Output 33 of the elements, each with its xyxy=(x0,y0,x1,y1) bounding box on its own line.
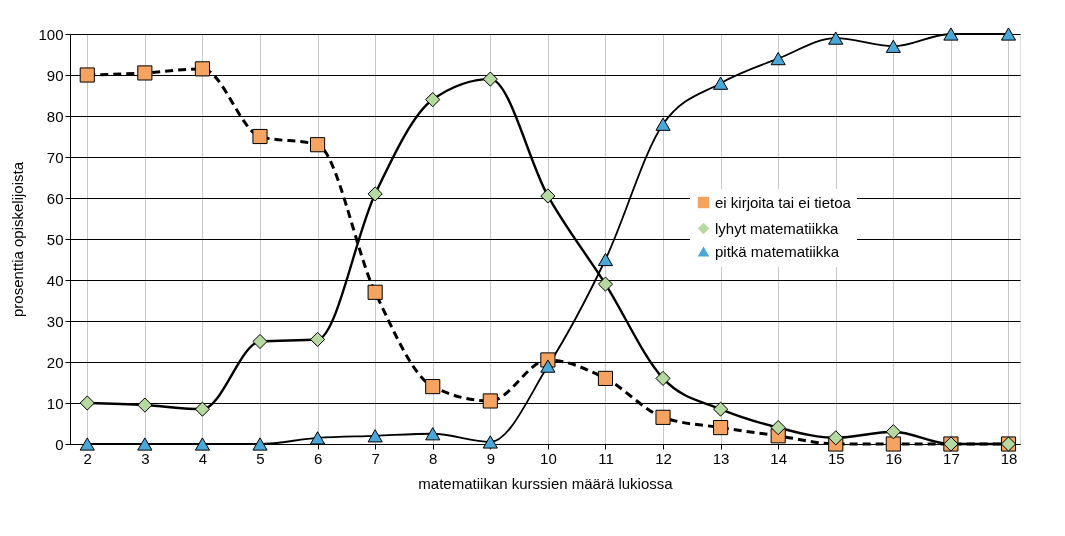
x-tick-label: 11 xyxy=(598,449,614,467)
x-tick-label: 2 xyxy=(83,449,92,467)
x-tick-label: 17 xyxy=(943,449,960,467)
legend-label: ei kirjoita tai ei tietoa xyxy=(715,193,852,211)
x-tick-label: 9 xyxy=(486,449,495,467)
y-tick-label: 30 xyxy=(46,312,64,330)
y-tick-label: 90 xyxy=(46,66,64,84)
y-tick-label: 0 xyxy=(55,435,64,453)
legend-label: lyhyt matematiikka xyxy=(715,219,840,237)
y-tick-label: 40 xyxy=(46,271,64,289)
x-tick-label: 8 xyxy=(429,449,438,467)
x-tick-label: 10 xyxy=(540,449,557,467)
x-tick-label: 12 xyxy=(655,449,672,467)
x-tick-label: 7 xyxy=(371,449,380,467)
y-tick-label: 20 xyxy=(46,353,64,371)
x-tick-label: 14 xyxy=(770,449,788,467)
legend-label: pitkä matematiikka xyxy=(715,242,840,260)
x-tick-label: 16 xyxy=(885,449,903,467)
x-axis-title: matematiikan kurssien määrä lukiossa xyxy=(418,474,674,492)
x-tick-label: 3 xyxy=(141,449,150,467)
y-tick-label: 80 xyxy=(46,107,64,125)
y-tick-label: 60 xyxy=(46,189,64,207)
x-tick-label: 6 xyxy=(313,449,323,467)
y-tick-label: 50 xyxy=(46,230,64,248)
y-tick-label: 100 xyxy=(38,25,64,43)
x-tick-label: 15 xyxy=(827,449,845,467)
x-tick-label: 5 xyxy=(256,449,265,467)
y-axis-title: prosenttia opiskelijoista xyxy=(9,161,27,318)
y-tick-label: 10 xyxy=(46,394,64,412)
x-tick-label: 4 xyxy=(198,449,208,467)
y-tick-label: 70 xyxy=(46,148,64,166)
x-tick-label: 13 xyxy=(712,449,730,467)
x-tick-label: 18 xyxy=(1000,449,1018,467)
